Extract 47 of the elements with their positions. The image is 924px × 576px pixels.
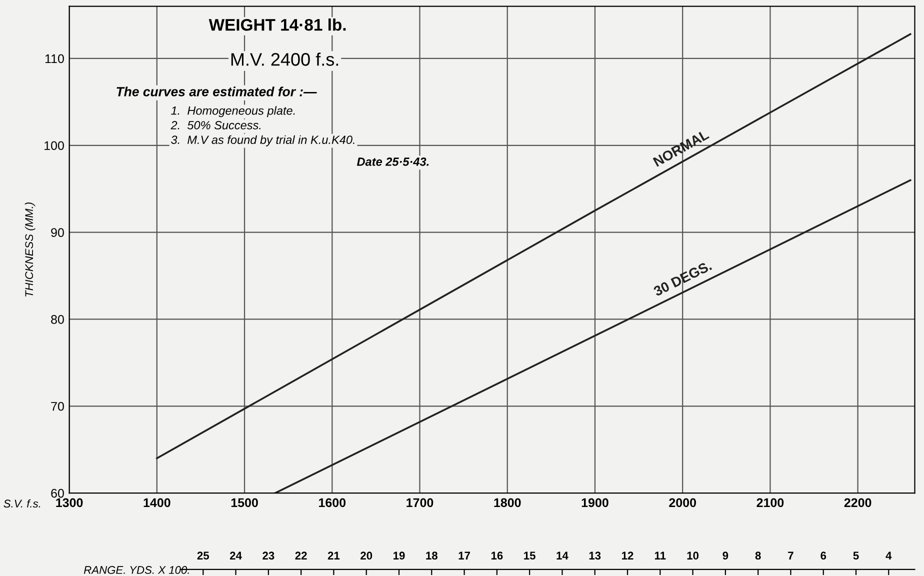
x-tick-label: 1400: [144, 498, 170, 508]
x2-tick-label: 12: [622, 552, 634, 560]
x2-tick-label: 4: [886, 552, 892, 560]
x2-tick-label: 15: [524, 552, 536, 560]
x-tick-label: 2000: [669, 498, 696, 508]
x-tick-label: 1800: [494, 498, 521, 508]
x2-tick-label: 17: [458, 552, 470, 560]
x2-tick-label: 7: [788, 552, 794, 560]
x-tick-label: 1300: [56, 498, 83, 508]
x2-tick-label: 18: [426, 552, 438, 560]
y-tick-label: 80: [51, 315, 64, 324]
x-tick-label: 1700: [406, 498, 434, 508]
annotation: Date 25·5·43.: [356, 158, 429, 166]
x-axis-title: S.V. f.s.: [4, 499, 40, 508]
x2-tick-label: 6: [820, 552, 826, 560]
x-tick-label: 2100: [756, 498, 784, 508]
text: M.V. 2400 f.s.: [231, 52, 338, 66]
x2-tick-label: 14: [556, 552, 568, 560]
x2-tick-label: 16: [491, 552, 503, 560]
x-tick-label: 1900: [582, 498, 608, 508]
y-axis-title: THICKNESS (MM.): [24, 202, 36, 297]
x2-tick-label: 13: [589, 552, 601, 560]
y-tick-label: 110: [45, 54, 64, 64]
x2-tick-label: 23: [262, 552, 274, 560]
x2-tick-label: 22: [295, 552, 307, 560]
x2-tick-label: 19: [394, 552, 405, 560]
x2-tick-label: 25: [197, 552, 210, 560]
y-tick-label: 90: [51, 228, 64, 237]
x2-tick-label: 10: [687, 552, 699, 560]
annotation: 2. 50% Success.: [170, 121, 261, 130]
annotation: The curves are estimated for :—: [116, 86, 317, 96]
x2-tick-label: 24: [230, 552, 242, 560]
y-tick-label: 100: [44, 141, 64, 150]
x2-tick-label: 5: [853, 552, 859, 560]
annotation: 3. M.V as found by trial in K.u.K40.: [171, 135, 354, 146]
y-tick-label: 70: [51, 402, 64, 411]
y-tick-label: 60: [51, 488, 64, 498]
x-tick-label: 1600: [319, 498, 346, 508]
x2-tick-label: 8: [755, 552, 761, 560]
x2-tick-label: 9: [722, 552, 728, 560]
x2-tick-label: 11: [654, 552, 666, 560]
annotation: 1. Homogeneous plate.: [171, 106, 295, 118]
x2-tick-label: 21: [328, 552, 340, 560]
x-tick-label: 1500: [231, 498, 258, 508]
x2-tick-label: 20: [360, 552, 372, 560]
x-tick-label: 2200: [844, 498, 872, 508]
text: WEIGHT 14·81 lb.: [208, 18, 346, 31]
